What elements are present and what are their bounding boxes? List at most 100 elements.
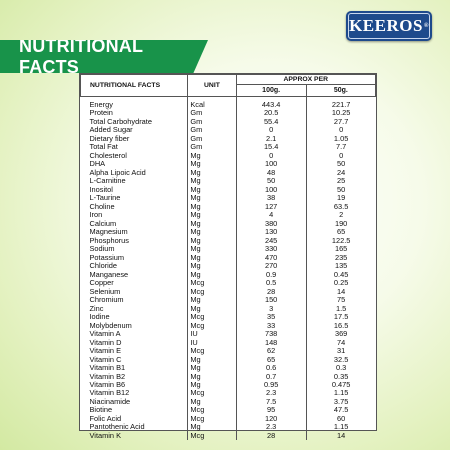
value-100g: 20.5 [235,108,307,118]
value-50g: 63.5 [305,202,376,212]
value-100g: 28 [235,431,307,441]
value-50g: 190 [305,219,376,229]
nutrient-unit: Gm [187,134,237,144]
value-100g: 100 [235,159,307,169]
value-50g: 7.7 [305,142,376,152]
value-100g: 330 [235,244,307,254]
value-50g: 50 [305,185,376,195]
table-row: Vitamin B2 Mg 0.7 0.35 [81,372,376,381]
nutrient-unit: Mg [187,151,237,161]
table-row: Vitamin B1 Mg 0.6 0.3 [81,363,376,373]
nutrient-name: Dietary fiber [89,133,130,143]
nutrition-table: NUTRITIONAL FACTS UNIT APPROX PER 100g. … [79,73,377,441]
nutrient-unit: Mg [187,363,237,373]
value-100g: 0.6 [235,363,307,373]
value-50g: 0.45 [305,270,376,280]
value-50g: 60 [305,414,376,424]
nutrient-unit: Mg [187,372,237,381]
nutrient-name: Manganese [89,269,129,279]
value-50g: 0.25 [305,278,376,288]
value-50g: 14 [305,287,376,297]
table-row: DHA Mg 100 50 [81,159,376,169]
value-100g: 62 [235,346,307,356]
nutrient-unit: IU [187,329,237,339]
table-row: Pantothenic Acid Mg 2.3 1.15 [81,422,376,432]
nutrient-name: L-Taurine [89,193,121,203]
table-row: Vitamin C Mg 65 32.5 [81,355,376,365]
value-50g: 1.15 [305,422,376,432]
nutrient-unit: Mg [187,185,237,195]
value-100g: 28 [235,287,307,297]
nutrient-unit: Mg [187,159,237,169]
nutrient-name: Vitamin E [89,346,122,356]
value-100g: 33 [235,321,307,331]
nutrient-unit: Gm [187,117,237,127]
nutrient-name: Biotine [89,405,113,415]
value-100g: 48 [235,168,307,178]
nutrient-unit: Mcg [187,321,237,331]
value-100g: 35 [235,312,307,322]
nutrient-name: Alpha Lipoic Acid [89,167,146,177]
table-row: Manganese Mg 0.9 0.45 [81,269,376,280]
table-row: L-Carnitine Mg 50 25 [81,176,376,186]
value-100g: 100 [235,185,307,195]
table-row: Dietary fiber Gm 2.1 1.05 [81,133,376,144]
nutrient-unit: Mcg [187,388,237,398]
nutrient-name: Iodine [89,312,110,322]
nutrient-name: Phosphorus [89,235,129,245]
value-50g: 235 [305,253,376,263]
value-50g: 165 [305,244,376,254]
nutrient-name: Vitamin D [89,337,122,347]
nutrient-name: Zinc [89,303,104,313]
value-100g: 7.5 [235,397,307,407]
value-50g: 10.25 [305,108,376,118]
table-row: Vitamin D IU 148 74 [81,337,376,348]
header-unit: UNIT [187,74,237,97]
value-50g: 1.5 [305,304,376,314]
table-row: Iron Mg 4 2 [81,210,376,220]
value-50g: 17.5 [305,312,376,322]
brand-logo: KEEROS ® [346,11,432,41]
nutrient-unit: Mcg [187,287,237,297]
nutrient-name: Choline [89,201,115,211]
value-100g: 50 [235,176,307,186]
banner-title: NUTRITIONAL FACTS [19,35,143,77]
nutrient-name: Chloride [89,261,118,271]
value-100g: 0.95 [235,380,307,390]
value-50g: 221.7 [305,96,376,110]
nutrient-unit: Mg [187,168,237,178]
nutrient-name: Protein [89,108,113,118]
nutrient-name: Molybdenum [89,320,132,330]
nutrient-unit: Mg [187,202,237,212]
value-100g: 0 [235,151,307,161]
value-50g: 19 [305,193,376,203]
nutrient-name: Magnesium [89,227,128,237]
nutrient-name: Vitamin A [89,329,121,339]
value-50g: 27.7 [305,117,376,127]
value-100g: 3 [235,304,307,314]
table-row: Copper Mcg 0.5 0.25 [81,278,376,288]
title-banner: NUTRITIONAL FACTS [0,40,208,73]
nutrient-name: L-Carnitine [89,176,126,186]
value-100g: 245 [235,236,307,246]
nutrient-unit: IU [187,338,237,348]
nutrient-name: Selenium [89,286,121,296]
nutrient-unit: Mcg [187,312,237,322]
value-50g: 0.35 [305,372,376,381]
value-50g: 50 [305,159,376,169]
nutrient-name: Calcium [89,218,117,228]
table-row: Phosphorus Mg 245 122.5 [81,235,376,246]
value-50g: 25 [305,176,376,186]
value-50g: 369 [305,329,376,339]
value-50g: 0 [305,151,376,161]
nutrient-name: Energy [89,100,113,109]
brand-logo-frame: KEEROS ® [348,13,430,39]
nutrient-name: Vitamin B6 [89,379,126,389]
value-100g: 380 [235,219,307,229]
nutrient-unit: Mcg [187,414,237,424]
header-50g: 50g. [305,84,377,97]
value-100g: 443.4 [235,96,307,110]
value-100g: 148 [235,338,307,348]
table-row: Niacinamide Mg 7.5 3.75 [81,397,376,407]
table-row: Folic Acid Mcg 120 60 [81,414,376,424]
